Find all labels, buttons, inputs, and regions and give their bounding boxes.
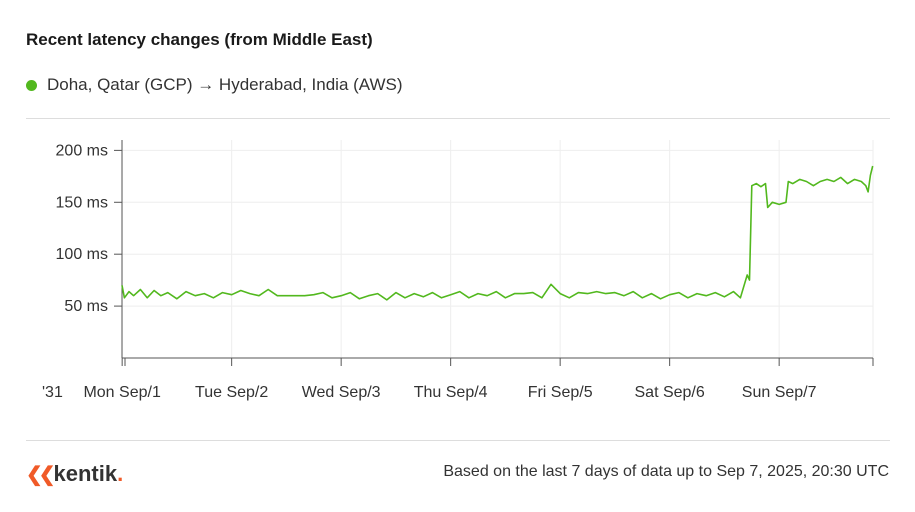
- y-tick-label: 200 ms: [56, 142, 108, 159]
- latency-line-chart: 50 ms 100 ms 150 ms 200 ms '31 Mon Sep/1 Tue S…: [42, 140, 874, 401]
- x-tick-label: Wed Sep/3: [302, 384, 381, 401]
- legend-dot-icon: [26, 79, 37, 91]
- brand-name: kentik: [53, 461, 118, 486]
- x-tick-label: Fri Sep/5: [528, 384, 593, 401]
- header-divider: [26, 118, 890, 119]
- legend-series-label: Doha, Qatar (GCP) → Hyderabad, India (AW…: [47, 75, 403, 94]
- footer-divider: [26, 440, 890, 441]
- x-tick-label: Mon Sep/1: [83, 384, 160, 401]
- y-tick-label: 100 ms: [56, 246, 108, 263]
- y-tick-label: 150 ms: [56, 194, 108, 211]
- x-tick-label: '31: [42, 384, 63, 401]
- chart-legend: Doha, Qatar (GCP) → Hyderabad, India (AW…: [26, 75, 403, 95]
- kentik-chevron-icon: ❮❮: [26, 463, 55, 486]
- chart-title: Recent latency changes (from Middle East…: [26, 30, 373, 49]
- kentik-logo: ❮❮ kentik.: [26, 461, 123, 487]
- x-tick-label: Tue Sep/2: [195, 384, 268, 401]
- x-tick-label: Sun Sep/7: [742, 384, 817, 401]
- brand-dot-icon: .: [117, 461, 124, 486]
- y-tick-label: 50 ms: [64, 298, 108, 315]
- latency-series-line: [121, 165, 874, 301]
- x-tick-label: Thu Sep/4: [414, 384, 488, 401]
- x-tick-label: Sat Sep/6: [635, 384, 705, 401]
- data-range-note: Based on the last 7 days of data up to S…: [443, 463, 889, 480]
